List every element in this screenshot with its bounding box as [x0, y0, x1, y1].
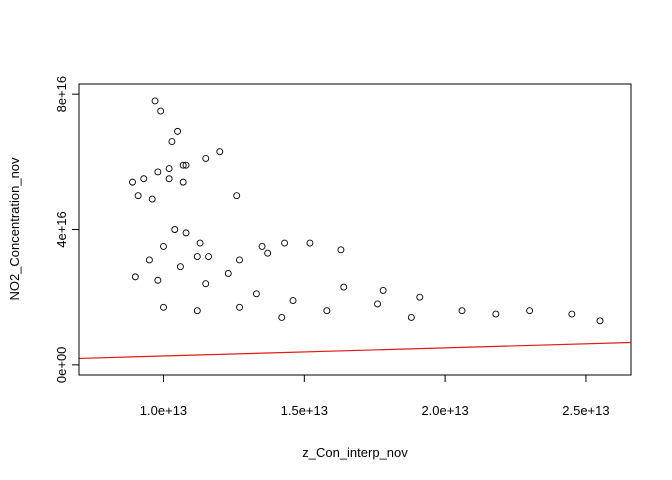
data-point [526, 307, 534, 315]
data-point [154, 276, 162, 284]
data-point [148, 195, 156, 203]
data-point [289, 297, 297, 305]
data-point [374, 300, 381, 308]
data-point [278, 314, 286, 321]
data-point [236, 256, 243, 264]
data-point [160, 242, 167, 250]
x-tick-label: 2.0e+13 [421, 403, 468, 418]
data-point [165, 165, 173, 173]
data-point [171, 226, 179, 233]
data-point [252, 290, 260, 298]
data-point [337, 246, 345, 254]
y-axis-title: NO2_Concentration_nov [7, 157, 22, 301]
data-point [258, 242, 266, 250]
x-axis: 1.0e+13 1.5e+13 2.0e+13 2.5e+13 [140, 374, 610, 418]
y-tick-label: 4e+16 [54, 211, 69, 248]
data-point [202, 280, 210, 288]
data-point [179, 161, 187, 169]
data-point [174, 127, 182, 135]
data-point [131, 273, 139, 281]
data-point [182, 229, 190, 237]
data-point [134, 192, 142, 200]
points-layer [129, 97, 604, 325]
data-point [179, 178, 187, 186]
x-tick-label: 1.0e+13 [140, 403, 187, 418]
data-point [492, 310, 500, 318]
data-point [416, 293, 424, 301]
data-point [233, 192, 241, 200]
data-point [176, 263, 184, 271]
data-point [160, 303, 167, 311]
data-point [205, 253, 213, 261]
x-axis-title: z_Con_interp_nov [302, 445, 408, 460]
y-tick-label: 0e+00 [54, 347, 69, 384]
data-point [157, 107, 165, 115]
data-point [379, 286, 387, 294]
regression-line [78, 341, 632, 360]
data-point [306, 239, 314, 247]
x-tick-label: 1.5e+13 [281, 403, 328, 418]
data-point [202, 154, 210, 162]
data-point [193, 307, 201, 315]
data-point [568, 310, 576, 318]
data-point [193, 253, 201, 261]
data-point [407, 314, 415, 321]
data-point [140, 175, 148, 183]
data-point [458, 307, 466, 315]
data-point [281, 239, 289, 247]
data-point [154, 168, 162, 176]
y-axis: 0e+00 4e+16 8e+16 [54, 76, 80, 384]
data-point [168, 138, 176, 145]
data-point [340, 283, 348, 291]
data-point [264, 249, 272, 257]
x-tick-label: 2.5e+13 [562, 403, 609, 418]
y-tick-label: 8e+16 [54, 76, 69, 113]
data-point [224, 270, 232, 277]
data-point [165, 175, 173, 183]
data-point [151, 97, 159, 105]
data-point [196, 239, 204, 247]
data-point [596, 317, 604, 325]
data-point [129, 178, 136, 186]
data-point [182, 161, 190, 169]
data-point [323, 307, 331, 315]
data-point [236, 303, 243, 311]
data-point [145, 256, 153, 264]
data-point [216, 148, 224, 156]
